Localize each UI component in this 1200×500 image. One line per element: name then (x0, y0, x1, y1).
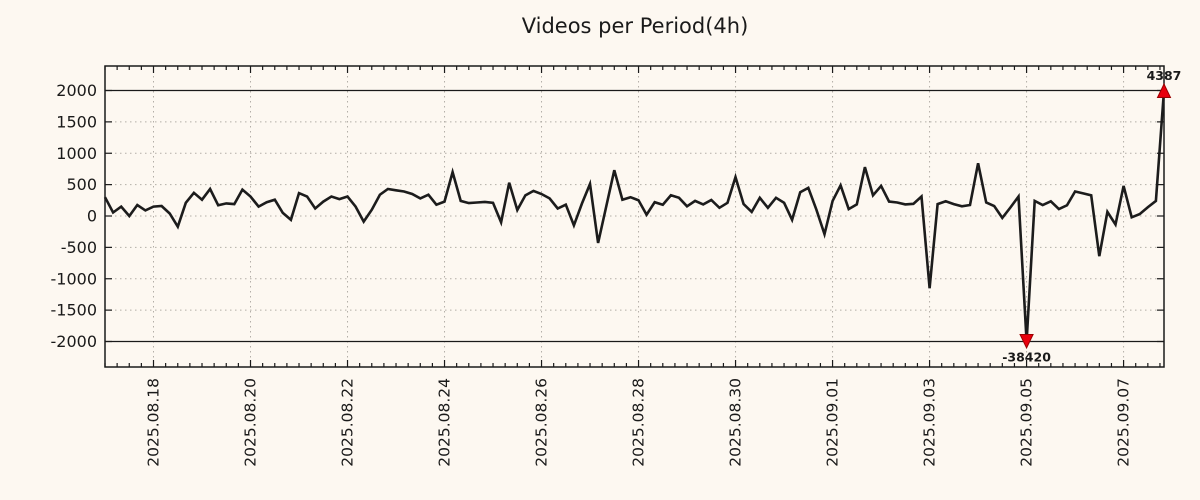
x-tick-label: 2025.08.18 (145, 378, 163, 467)
y-tick-label: -1000 (51, 269, 98, 288)
y-tick-label: 2000 (56, 81, 97, 100)
x-tick-label: 2025.08.20 (242, 378, 260, 467)
y-tick-label: -500 (61, 238, 97, 257)
x-tick-label: 2025.09.07 (1115, 378, 1133, 467)
x-tick-label: 2025.09.01 (824, 378, 842, 467)
x-tick-label: 2025.08.30 (727, 378, 745, 467)
max-clip-marker (1156, 82, 1172, 98)
x-tick-label: 2025.09.05 (1018, 378, 1036, 467)
x-tick-label: 2025.08.28 (630, 378, 648, 467)
x-tick-label: 2025.08.24 (436, 378, 454, 467)
min-clip-marker (1019, 334, 1034, 350)
chart-title: Videos per Period(4h) (521, 14, 749, 38)
x-tick-label: 2025.08.22 (339, 378, 357, 467)
data-series-line (103, 90, 1166, 342)
max-annotation-label: 4387 (1147, 68, 1182, 83)
y-tick-label: 1500 (56, 112, 97, 131)
x-tick-label: 2025.09.03 (921, 378, 939, 467)
y-tick-label: 500 (66, 175, 97, 194)
y-tick-label: -1500 (51, 301, 98, 320)
x-tick-label: 2025.08.26 (533, 378, 551, 467)
y-tick-label: -2000 (51, 332, 98, 351)
min-annotation-label: -38420 (1002, 350, 1051, 365)
y-tick-label: 0 (87, 207, 97, 226)
y-tick-label: 1000 (56, 144, 97, 163)
